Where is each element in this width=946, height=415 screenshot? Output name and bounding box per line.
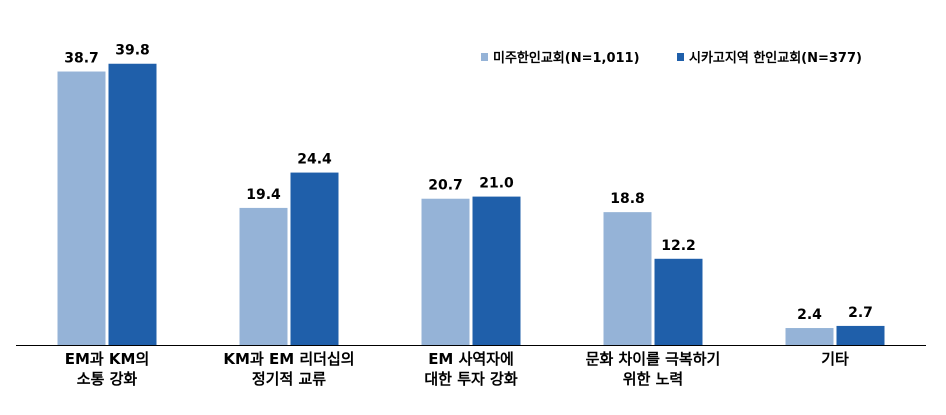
bar-series2-cat2 bbox=[290, 172, 339, 345]
legend-swatch-series1 bbox=[481, 53, 488, 61]
legend-label-series1: 미주한인교회(N=1,011) bbox=[493, 50, 640, 66]
bar-series2-cat3 bbox=[472, 196, 521, 345]
bar-series1-cat1 bbox=[57, 71, 106, 346]
data-label-series2-cat1: 39.8 bbox=[115, 43, 150, 59]
legend-label-series2: 시카고지역 한인교회(N=377) bbox=[689, 50, 862, 66]
category-label-3-line-2: 대한 투자 강화 bbox=[424, 370, 517, 388]
category-label-3-line-1: EM 사역자에 bbox=[428, 350, 514, 368]
data-label-series2-cat4: 12.2 bbox=[661, 238, 696, 254]
category-label-2-line-1: KM과 EM 리더십의 bbox=[223, 350, 354, 368]
bar-series1-cat2 bbox=[239, 207, 288, 345]
bar-series2-cat4 bbox=[654, 258, 703, 345]
category-label-4-line-1: 문화 차이를 극복하기 bbox=[586, 350, 721, 368]
data-label-series1-cat5: 2.4 bbox=[797, 307, 822, 323]
data-label-series1-cat3: 20.7 bbox=[428, 178, 463, 194]
category-label-5-line-1: 기타 bbox=[821, 350, 849, 368]
data-label-series1-cat4: 18.8 bbox=[610, 191, 645, 207]
bar-series1-cat4 bbox=[603, 212, 652, 345]
data-label-series1-cat1: 38.7 bbox=[64, 51, 99, 67]
data-label-series2-cat5: 2.7 bbox=[848, 305, 873, 321]
category-label-1-line-1: EM과 KM의 bbox=[65, 350, 150, 368]
data-label-series2-cat2: 24.4 bbox=[297, 152, 332, 168]
bar-series2-cat5 bbox=[836, 325, 885, 345]
bar-series2-cat1 bbox=[108, 63, 157, 345]
category-label-2-line-2: 정기적 교류 bbox=[252, 370, 326, 388]
data-labels: 38.7 39.8 19.4 24.4 20.7 21.0 18.8 12.2 2.4 2.7 bbox=[64, 43, 873, 323]
data-label-series2-cat3: 21.0 bbox=[479, 176, 514, 192]
data-label-series1-cat2: 19.4 bbox=[246, 187, 281, 203]
bar-series1-cat5 bbox=[785, 328, 834, 345]
category-label-1-line-2: 소통 강화 bbox=[77, 370, 138, 388]
bar-marks bbox=[57, 63, 885, 346]
bar-series1-cat3 bbox=[421, 198, 470, 345]
legend-swatch-series2 bbox=[677, 53, 684, 61]
chart-legend: 미주한인교회(N=1,011) 시카고지역 한인교회(N=377) bbox=[481, 50, 862, 66]
category-label-4-line-2: 위한 노력 bbox=[623, 370, 683, 388]
